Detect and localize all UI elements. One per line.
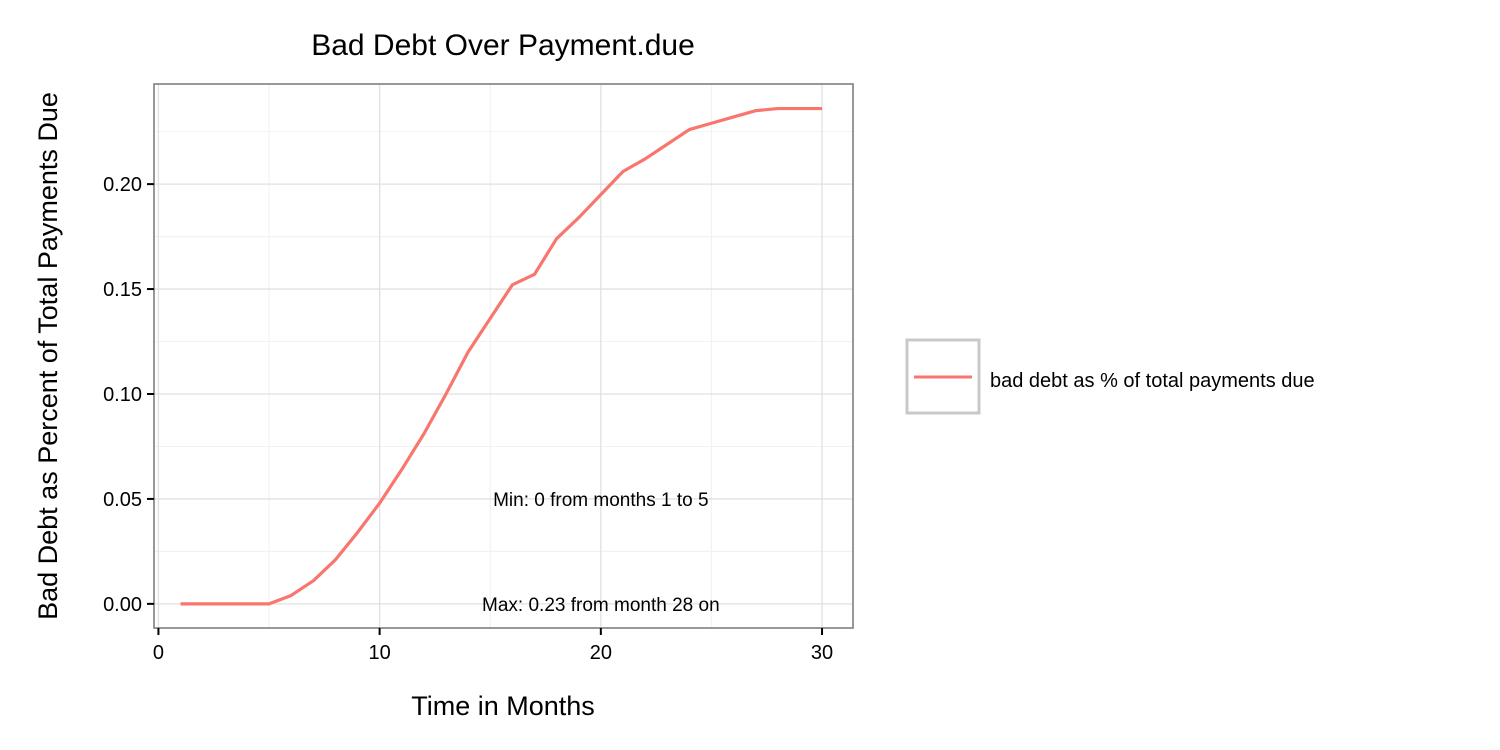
x-tick-label: 10	[369, 642, 391, 664]
y-tick-label: 0.15	[103, 279, 142, 301]
plot-panel: Min: 0 from months 1 to 5 Max: 0.23 from …	[153, 83, 854, 629]
annotation-text: Min: 0 from months 1 to 5	[493, 490, 708, 511]
y-tick-label: 0.20	[103, 174, 142, 196]
chart-title: Bad Debt Over Payment.due	[311, 29, 695, 62]
legend: bad debt as % of total payments due	[905, 338, 1315, 415]
legend-label: bad debt as % of total payments due	[990, 370, 1315, 392]
y-axis-title: Bad Debt as Percent of Total Payments Du…	[33, 92, 63, 620]
panel-border	[153, 83, 854, 629]
y-tick-label: 0.00	[103, 594, 142, 616]
x-tick-label: 30	[811, 642, 833, 664]
x-axis: 0 10 20 30	[153, 628, 833, 664]
x-tick-label: 0	[153, 642, 164, 664]
panel-background	[154, 84, 853, 628]
annotation-text: Max: 0.23 from month 28 on	[482, 595, 720, 616]
y-axis: 0.00 0.05 0.10 0.15 0.20	[103, 174, 154, 616]
x-tick-label: 20	[590, 642, 612, 664]
y-tick-label: 0.05	[103, 489, 142, 511]
grid-minor	[154, 84, 853, 628]
y-tick-label: 0.10	[103, 384, 142, 406]
series-line	[180, 106, 823, 606]
grid-major	[154, 84, 853, 628]
annotation-layer: Min: 0 from months 1 to 5 Max: 0.23 from …	[482, 490, 720, 616]
series-layer	[180, 106, 823, 606]
x-axis-title: Time in Months	[411, 691, 595, 721]
